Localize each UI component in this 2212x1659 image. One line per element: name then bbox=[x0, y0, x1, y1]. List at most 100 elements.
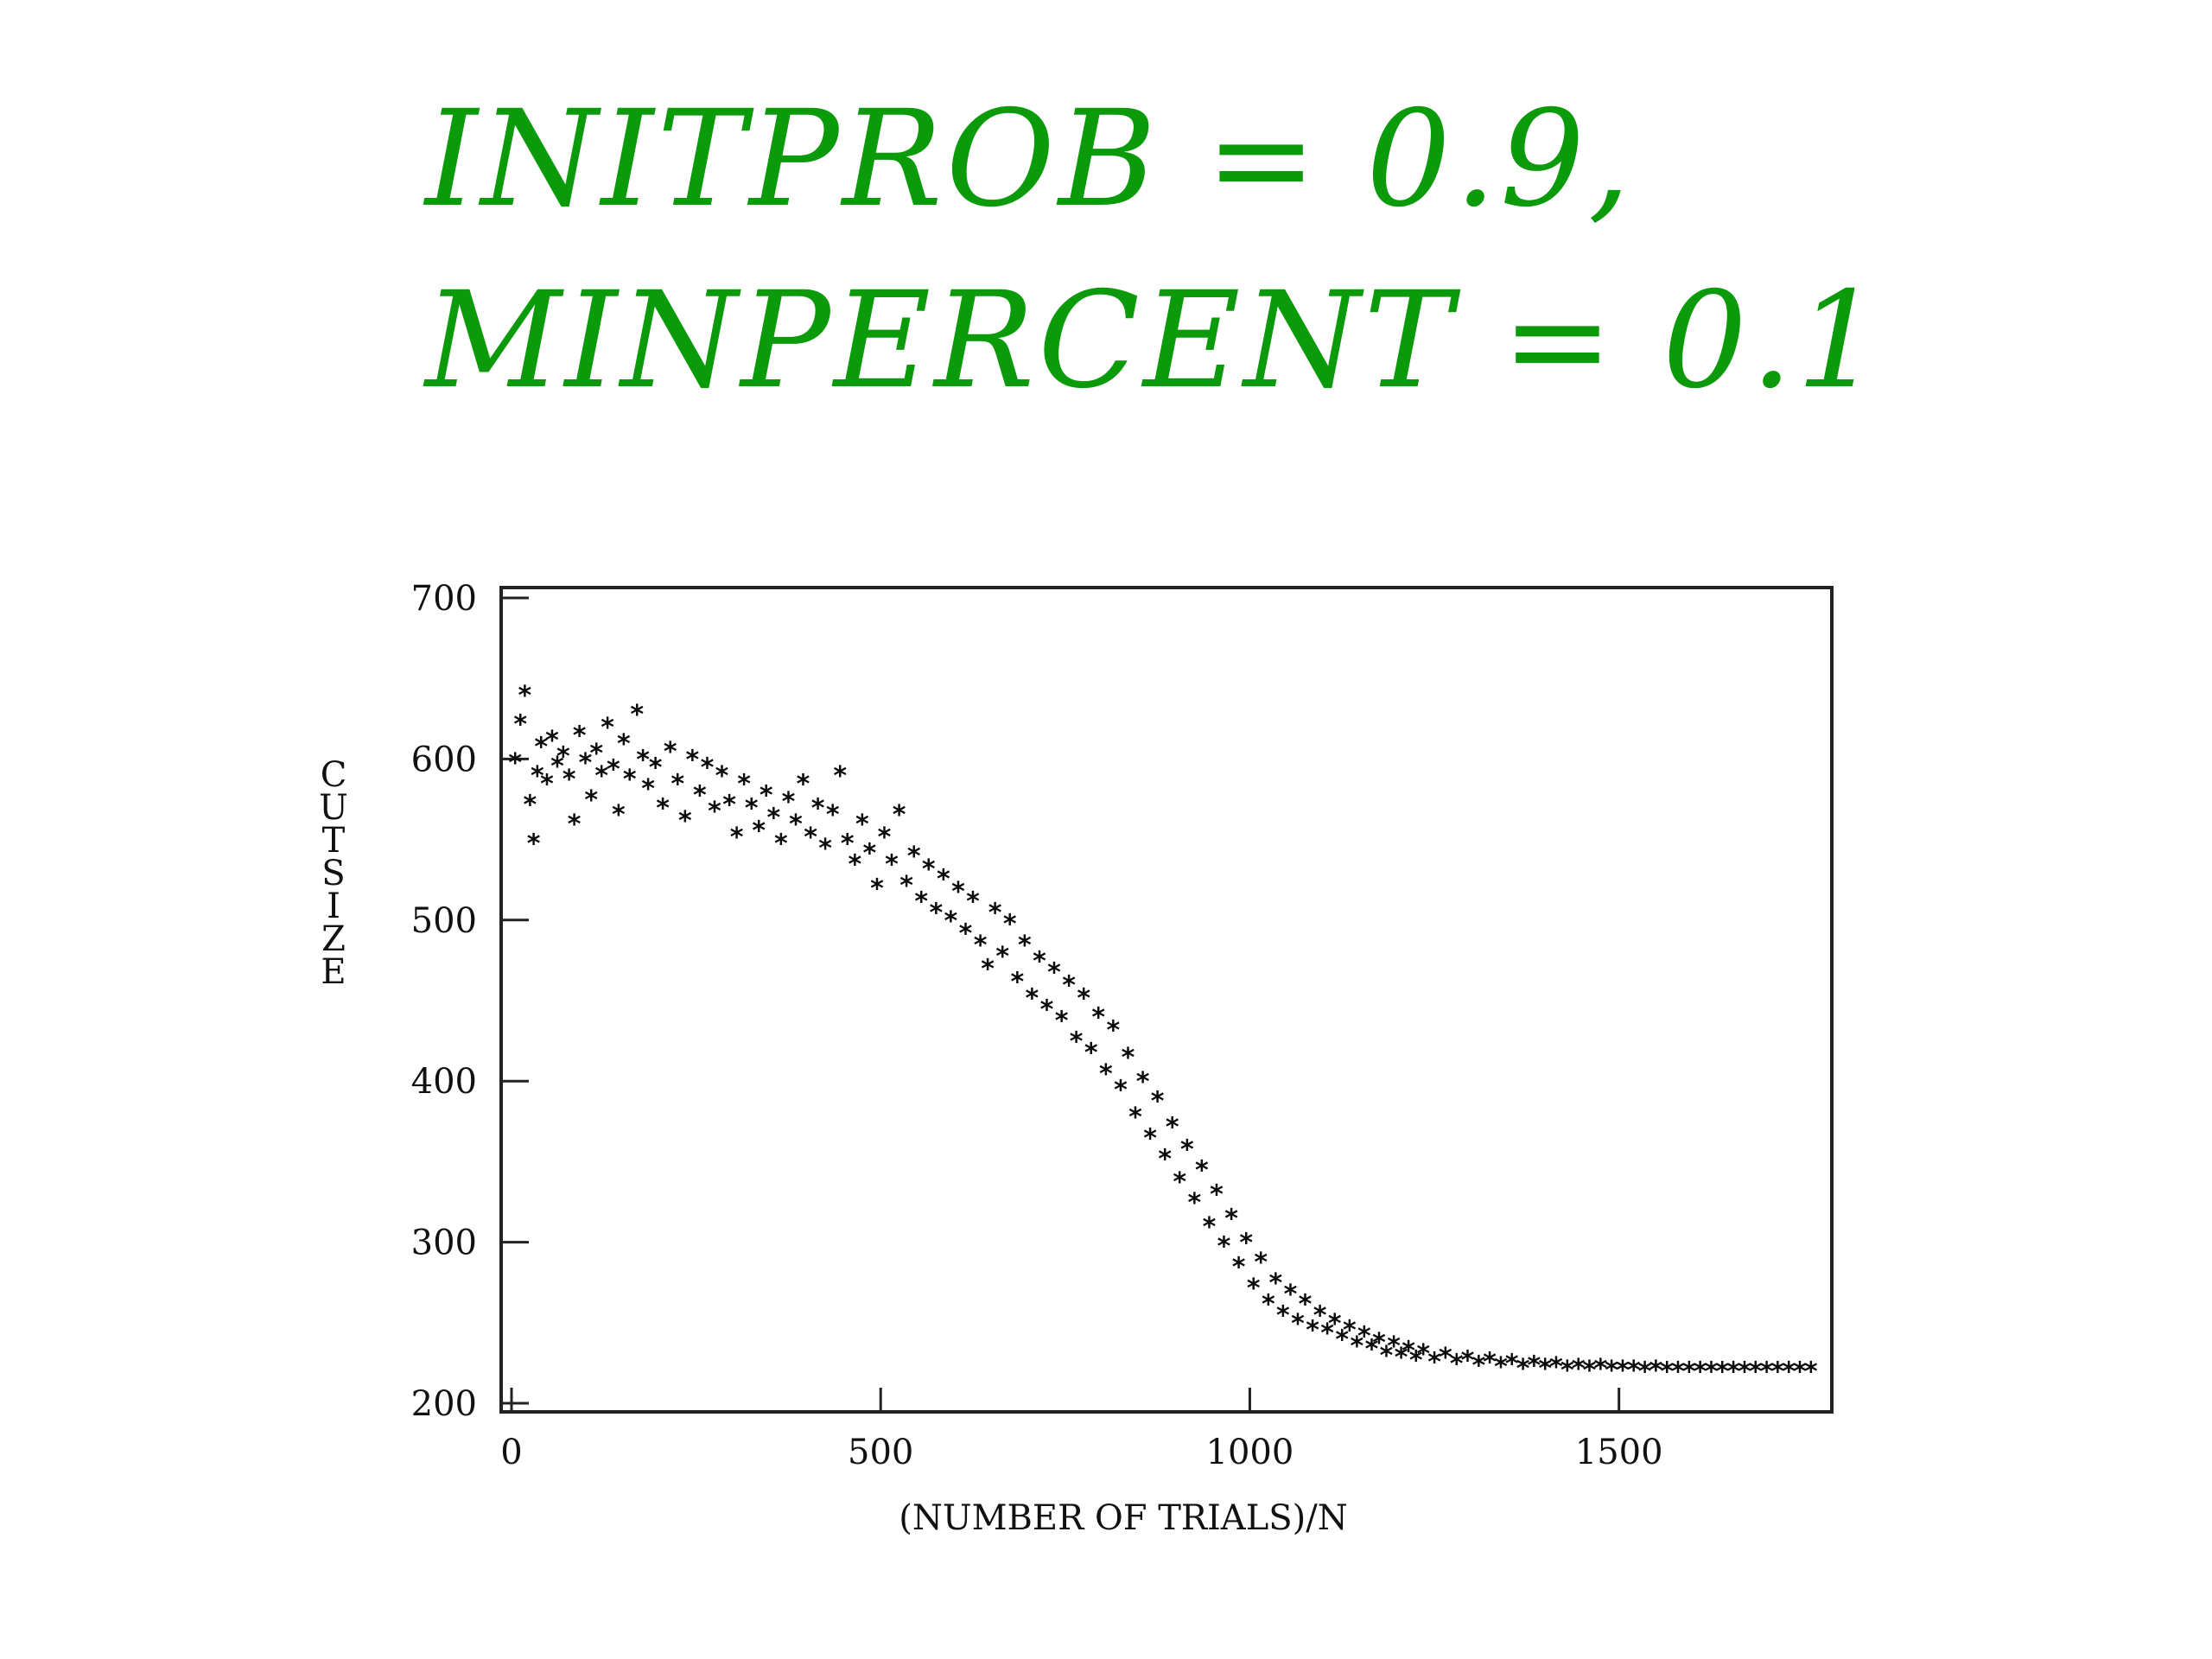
data-point: * bbox=[1671, 1357, 1685, 1388]
data-point: * bbox=[1247, 1274, 1261, 1304]
x-tick-label: 1500 bbox=[1575, 1433, 1663, 1472]
data-point: * bbox=[1528, 1351, 1541, 1381]
x-axis: 0 500 1000 1500 bbox=[500, 1388, 1663, 1472]
data-point: * bbox=[1254, 1248, 1268, 1278]
data-point: * bbox=[527, 829, 541, 859]
data-point: * bbox=[641, 774, 655, 804]
data-point: * bbox=[579, 748, 593, 779]
data-point: * bbox=[594, 761, 608, 791]
data-point: * bbox=[760, 780, 773, 810]
data-point: * bbox=[995, 942, 1009, 972]
data-point: * bbox=[1387, 1332, 1401, 1362]
data-point: * bbox=[545, 726, 559, 756]
heading-line-1: INITPROB = 0.9, bbox=[425, 82, 1634, 237]
data-point: * bbox=[550, 752, 564, 782]
data-points: ****************************************… bbox=[508, 681, 1818, 1388]
data-point: * bbox=[1416, 1339, 1430, 1370]
data-point: * bbox=[584, 785, 598, 816]
data-point: * bbox=[1409, 1346, 1423, 1376]
data-point: * bbox=[1047, 957, 1061, 988]
data-point: * bbox=[701, 753, 715, 784]
data-point: * bbox=[1357, 1322, 1371, 1352]
data-point: * bbox=[1782, 1357, 1796, 1388]
data-point: * bbox=[1306, 1315, 1319, 1345]
data-point: * bbox=[630, 700, 644, 730]
data-point: * bbox=[531, 761, 544, 791]
data-point: * bbox=[730, 823, 744, 853]
data-point: * bbox=[1572, 1354, 1586, 1384]
data-point: * bbox=[1018, 931, 1032, 961]
data-point: * bbox=[722, 791, 736, 821]
data-point: * bbox=[573, 721, 587, 751]
data-point: * bbox=[1291, 1309, 1305, 1339]
data-point: * bbox=[1136, 1067, 1150, 1097]
data-point: * bbox=[1239, 1229, 1253, 1259]
data-point: * bbox=[863, 839, 877, 869]
data-point: * bbox=[899, 871, 913, 901]
data-point: * bbox=[1232, 1253, 1246, 1283]
data-point: * bbox=[797, 769, 810, 799]
data-point: * bbox=[568, 810, 582, 840]
data-point: * bbox=[974, 931, 988, 961]
data-point: * bbox=[693, 780, 707, 810]
data-point: * bbox=[601, 713, 614, 743]
data-point: * bbox=[1114, 1076, 1128, 1106]
data-point: * bbox=[1062, 970, 1076, 1001]
data-point: * bbox=[1804, 1357, 1818, 1388]
data-point: * bbox=[782, 787, 796, 817]
data-point: * bbox=[1616, 1356, 1630, 1386]
x-axis-title: (NUMBER OF TRIALS)/N bbox=[899, 1498, 1348, 1538]
data-point: * bbox=[636, 745, 650, 775]
data-point: * bbox=[1771, 1357, 1785, 1388]
data-point: * bbox=[1638, 1357, 1652, 1388]
data-point: * bbox=[1372, 1328, 1386, 1358]
y-tick-label: 500 bbox=[411, 901, 477, 941]
data-point: * bbox=[1262, 1289, 1275, 1319]
y-tick-label: 400 bbox=[411, 1062, 477, 1102]
data-point: * bbox=[1313, 1300, 1327, 1331]
data-point: * bbox=[1099, 1059, 1113, 1090]
data-point: * bbox=[774, 829, 788, 859]
x-tick-label: 0 bbox=[500, 1433, 522, 1472]
data-point: * bbox=[708, 797, 721, 827]
data-point: * bbox=[1395, 1343, 1408, 1373]
data-point: * bbox=[1549, 1352, 1563, 1382]
data-point: * bbox=[678, 806, 692, 836]
data-point: * bbox=[988, 898, 1002, 928]
data-point: * bbox=[1516, 1354, 1530, 1384]
data-point: * bbox=[789, 810, 803, 840]
data-point: * bbox=[1268, 1268, 1282, 1299]
parameter-heading: INITPROB = 0.9, MINPERCENT = 0.1 bbox=[425, 69, 1980, 432]
y-tick-label: 300 bbox=[411, 1224, 477, 1263]
data-point: * bbox=[540, 769, 554, 799]
data-point: * bbox=[1224, 1205, 1238, 1235]
data-point: * bbox=[1439, 1343, 1452, 1373]
data-point: * bbox=[518, 681, 532, 711]
data-point: * bbox=[818, 834, 832, 864]
data-point: * bbox=[1793, 1357, 1807, 1388]
data-point: * bbox=[826, 800, 840, 830]
data-point: * bbox=[1173, 1167, 1186, 1198]
data-point: * bbox=[513, 709, 527, 740]
data-point: * bbox=[1122, 1043, 1135, 1073]
data-point: * bbox=[1335, 1325, 1349, 1355]
data-point: * bbox=[1505, 1349, 1519, 1379]
data-point: * bbox=[1166, 1112, 1179, 1142]
data-point: * bbox=[1538, 1354, 1552, 1384]
data-point: * bbox=[1494, 1352, 1508, 1382]
data-point: * bbox=[1471, 1351, 1485, 1381]
data-point: * bbox=[914, 887, 928, 917]
data-point: * bbox=[848, 850, 861, 880]
data-point: * bbox=[1328, 1309, 1342, 1339]
data-point: * bbox=[737, 769, 751, 799]
data-point: * bbox=[893, 800, 906, 830]
data-point: * bbox=[1380, 1341, 1394, 1371]
data-point: * bbox=[929, 898, 943, 928]
data-point: * bbox=[656, 793, 670, 823]
data-point: * bbox=[1107, 1016, 1121, 1046]
x-tick-label: 500 bbox=[848, 1433, 913, 1472]
data-point: * bbox=[804, 823, 817, 853]
data-point: * bbox=[885, 850, 899, 880]
data-point: * bbox=[1276, 1300, 1290, 1331]
data-point: * bbox=[1483, 1348, 1497, 1378]
